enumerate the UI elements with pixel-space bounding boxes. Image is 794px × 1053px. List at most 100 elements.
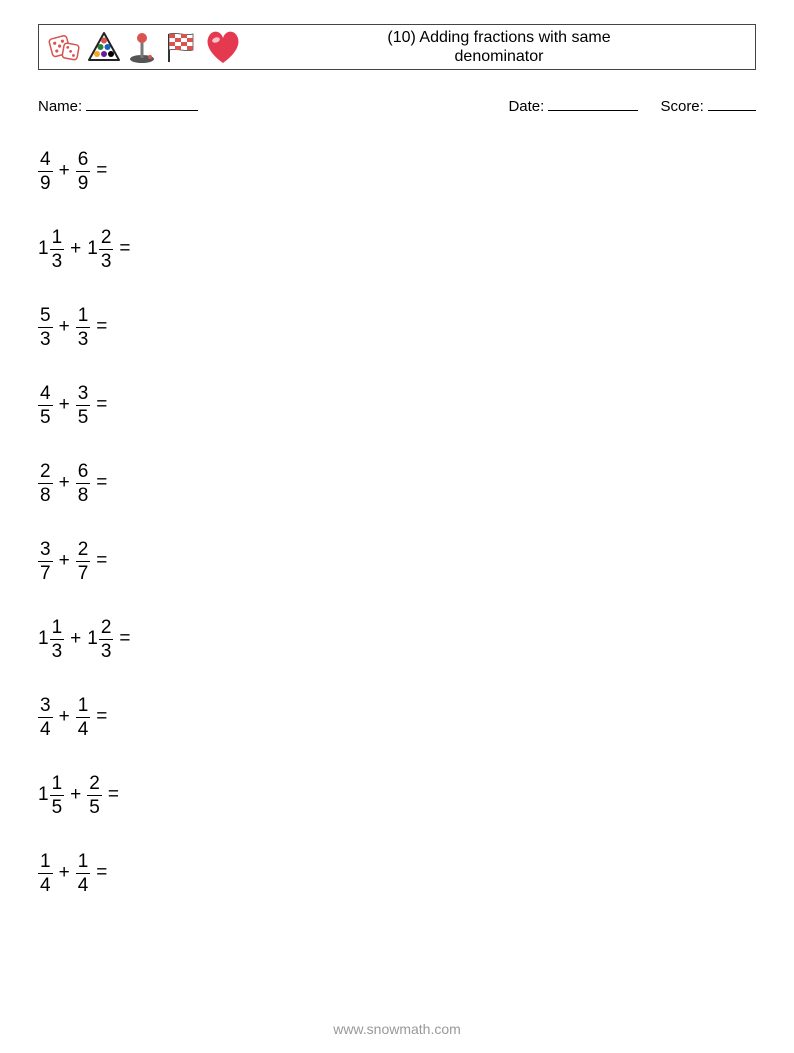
fraction: 45 bbox=[38, 384, 53, 427]
icon-strip bbox=[39, 29, 243, 65]
name-blank[interactable] bbox=[86, 96, 198, 111]
denominator: 5 bbox=[50, 798, 65, 817]
equals-sign: = bbox=[96, 706, 107, 728]
operator-plus: + bbox=[59, 862, 70, 884]
fraction: 37 bbox=[38, 540, 53, 583]
problem-row: 37+27= bbox=[38, 539, 756, 583]
denominator: 4 bbox=[76, 720, 91, 739]
fraction-bar bbox=[38, 717, 53, 718]
denominator: 3 bbox=[38, 330, 53, 349]
operator-plus: + bbox=[59, 160, 70, 182]
fraction: 23 bbox=[99, 618, 114, 661]
numerator: 2 bbox=[38, 462, 53, 481]
numerator: 3 bbox=[38, 540, 53, 559]
name-field: Name: bbox=[38, 96, 198, 115]
name-label: Name: bbox=[38, 98, 82, 115]
denominator: 7 bbox=[38, 564, 53, 583]
numerator: 1 bbox=[76, 696, 91, 715]
fraction-bar bbox=[38, 405, 53, 406]
whole-number: 1 bbox=[87, 238, 98, 260]
heart-icon bbox=[203, 29, 243, 65]
numerator: 4 bbox=[38, 150, 53, 169]
score-field: Score: bbox=[660, 96, 756, 115]
denominator: 5 bbox=[76, 408, 91, 427]
denominator: 5 bbox=[38, 408, 53, 427]
operator-plus: + bbox=[59, 706, 70, 728]
footer-url: www.snowmath.com bbox=[0, 1021, 794, 1037]
fraction-bar bbox=[50, 639, 65, 640]
numerator: 3 bbox=[38, 696, 53, 715]
fraction: 68 bbox=[76, 462, 91, 505]
title-line-1: (10) Adding fractions with same bbox=[387, 29, 610, 46]
numerator: 1 bbox=[38, 852, 53, 871]
whole-number: 1 bbox=[38, 238, 49, 260]
fraction-bar bbox=[38, 483, 53, 484]
problem-row: 45+35= bbox=[38, 383, 756, 427]
flag-icon bbox=[163, 30, 197, 64]
numerator: 2 bbox=[99, 228, 114, 247]
denominator: 9 bbox=[38, 174, 53, 193]
fraction-bar bbox=[76, 171, 91, 172]
fraction: 49 bbox=[38, 150, 53, 193]
meta-row: Name: Date: Score: bbox=[38, 96, 756, 115]
denominator: 7 bbox=[76, 564, 91, 583]
problem-row: 49+69= bbox=[38, 149, 756, 193]
denominator: 3 bbox=[76, 330, 91, 349]
fraction: 13 bbox=[50, 618, 65, 661]
fraction-bar bbox=[76, 717, 91, 718]
worksheet-title: (10) Adding fractions with same denomina… bbox=[243, 26, 755, 68]
numerator: 2 bbox=[99, 618, 114, 637]
numerator: 2 bbox=[87, 774, 102, 793]
fraction-bar bbox=[76, 483, 91, 484]
numerator: 1 bbox=[50, 618, 65, 637]
operator-plus: + bbox=[59, 316, 70, 338]
fraction-bar bbox=[38, 561, 53, 562]
score-blank[interactable] bbox=[708, 96, 756, 111]
equals-sign: = bbox=[96, 316, 107, 338]
fraction: 13 bbox=[76, 306, 91, 349]
problem-row: 28+68= bbox=[38, 461, 756, 505]
denominator: 4 bbox=[38, 720, 53, 739]
problems-list: 49+69=113+123=53+13=45+35=28+68=37+27=11… bbox=[38, 149, 756, 895]
denominator: 4 bbox=[76, 876, 91, 895]
worksheet-page: (10) Adding fractions with same denomina… bbox=[0, 0, 794, 1053]
fraction: 14 bbox=[76, 696, 91, 739]
numerator: 1 bbox=[50, 228, 65, 247]
numerator: 1 bbox=[50, 774, 65, 793]
numerator: 1 bbox=[76, 306, 91, 325]
fraction-bar bbox=[38, 873, 53, 874]
denominator: 3 bbox=[99, 252, 114, 271]
date-blank[interactable] bbox=[548, 96, 638, 111]
fraction: 25 bbox=[87, 774, 102, 817]
operator-plus: + bbox=[59, 394, 70, 416]
problem-row: 14+14= bbox=[38, 851, 756, 895]
denominator: 3 bbox=[50, 642, 65, 661]
operator-plus: + bbox=[59, 472, 70, 494]
date-label: Date: bbox=[508, 98, 544, 115]
whole-number: 1 bbox=[38, 628, 49, 650]
equals-sign: = bbox=[119, 238, 130, 260]
denominator: 4 bbox=[38, 876, 53, 895]
denominator: 9 bbox=[76, 174, 91, 193]
operator-plus: + bbox=[70, 628, 81, 650]
equals-sign: = bbox=[96, 394, 107, 416]
equals-sign: = bbox=[119, 628, 130, 650]
operator-plus: + bbox=[70, 784, 81, 806]
problem-row: 113+123= bbox=[38, 617, 756, 661]
dice-icon bbox=[47, 30, 81, 64]
fraction: 69 bbox=[76, 150, 91, 193]
numerator: 3 bbox=[76, 384, 91, 403]
fraction-bar bbox=[50, 795, 65, 796]
fraction-bar bbox=[99, 639, 114, 640]
fraction: 53 bbox=[38, 306, 53, 349]
header-box: (10) Adding fractions with same denomina… bbox=[38, 24, 756, 70]
fraction: 35 bbox=[76, 384, 91, 427]
denominator: 3 bbox=[99, 642, 114, 661]
fraction-bar bbox=[76, 561, 91, 562]
fraction: 34 bbox=[38, 696, 53, 739]
fraction: 27 bbox=[76, 540, 91, 583]
fraction: 14 bbox=[76, 852, 91, 895]
numerator: 6 bbox=[76, 150, 91, 169]
problem-row: 113+123= bbox=[38, 227, 756, 271]
fraction: 28 bbox=[38, 462, 53, 505]
